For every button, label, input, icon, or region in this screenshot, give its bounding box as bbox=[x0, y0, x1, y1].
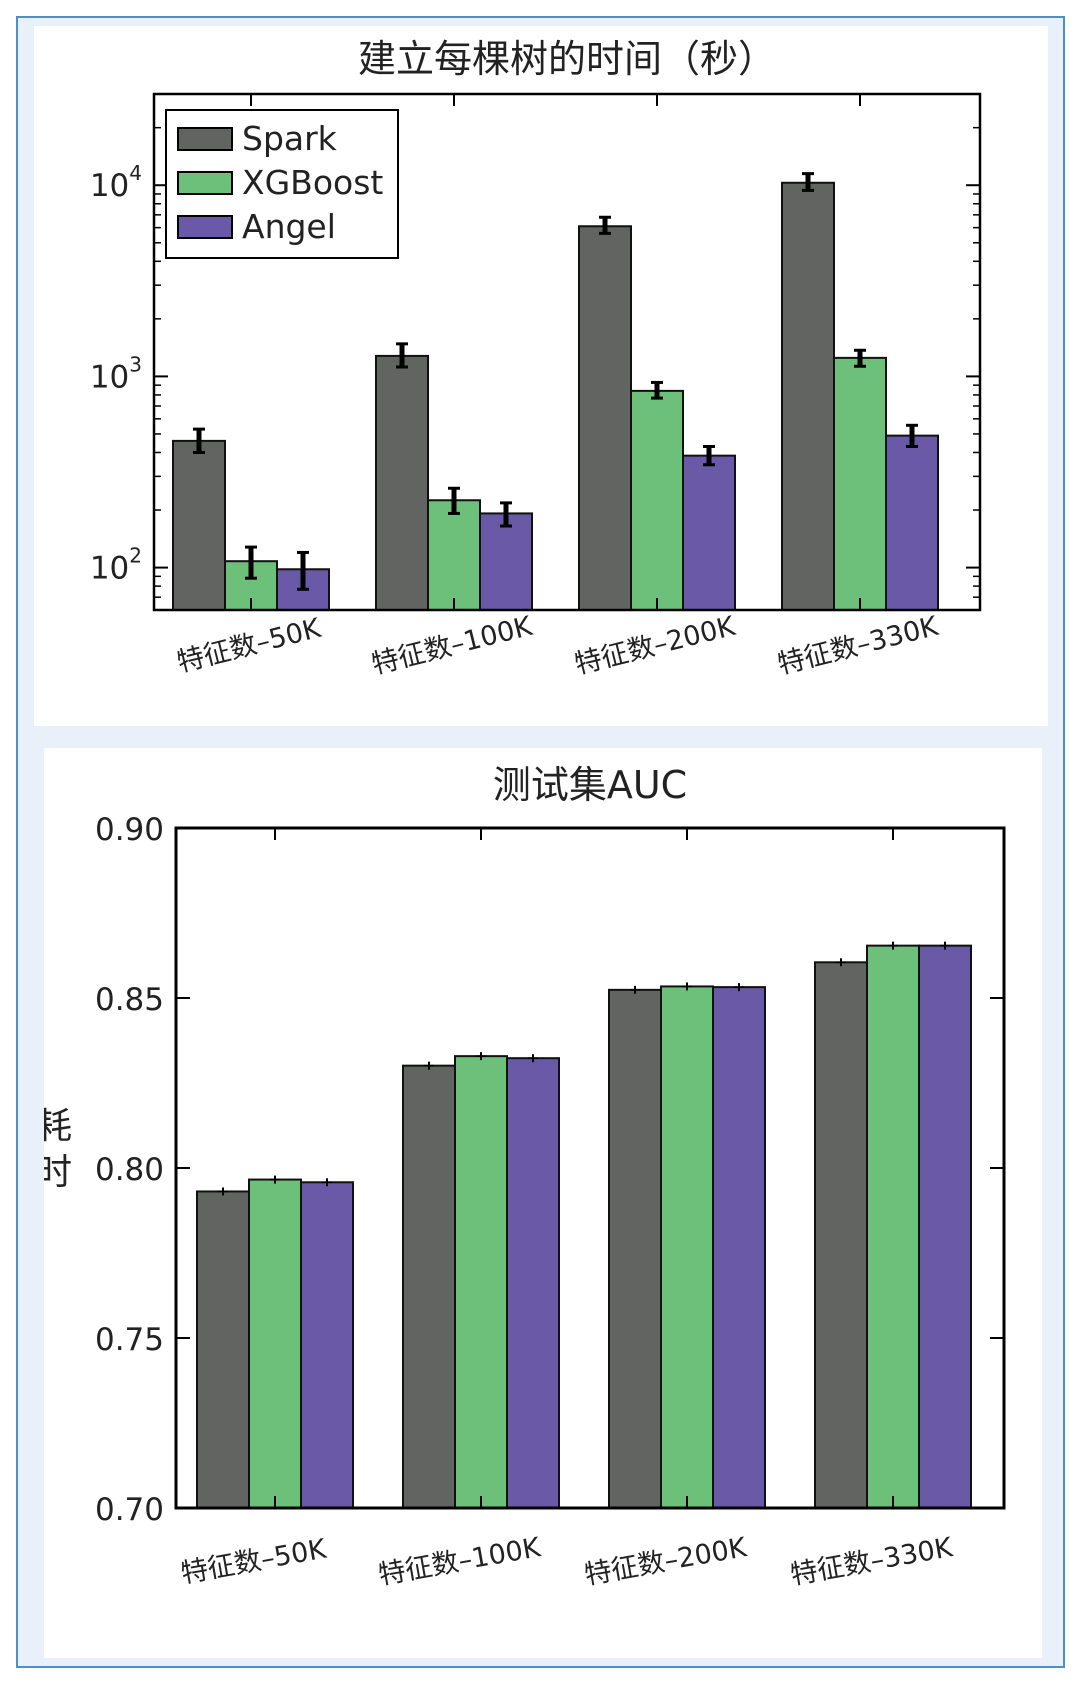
plot-area bbox=[152, 92, 982, 612]
legend-swatch-spark bbox=[177, 127, 233, 151]
y-tick-label-2: 0.80 bbox=[95, 1152, 164, 1188]
legend-swatch-xgboost bbox=[177, 171, 233, 195]
x-category-label-0: 特征数–50K bbox=[174, 613, 325, 679]
x-category-label-2: 特征数–200K bbox=[582, 1532, 750, 1591]
y-tick-exponent-1: 3 bbox=[129, 352, 142, 376]
bar-spark-0 bbox=[172, 439, 226, 612]
bar-spark-1 bbox=[375, 354, 429, 611]
y-axis-label-char-0: 耗 bbox=[44, 1106, 72, 1147]
bar-spark-2 bbox=[578, 225, 632, 611]
bar-xgboost-3 bbox=[833, 356, 887, 611]
bar-angel-3 bbox=[918, 944, 972, 1509]
y-tick-exponent-0: 2 bbox=[129, 544, 142, 568]
x-category-label-0: 特征数–50K bbox=[179, 1533, 330, 1589]
y-tick-base-1: 10 bbox=[90, 359, 129, 395]
x-category-label-1: 特征数–100K bbox=[369, 611, 537, 681]
bar-spark-3 bbox=[781, 181, 835, 611]
y-tick-label-0: 102 bbox=[90, 544, 142, 587]
auc-chart: 测试集AUC 0.70 0.75 0.80 0.85 0.90 特征数–50K 特征数–100… bbox=[36, 763, 1006, 1591]
bar-spark-0 bbox=[196, 1190, 250, 1509]
bar-angel-2 bbox=[682, 454, 736, 611]
bar-angel-1 bbox=[479, 512, 533, 611]
tree-time-chart-panel: 建立每棵树的时间（秒） 102 103 104 特征数–50K 特征数–100K 特征数–2… bbox=[34, 26, 1048, 726]
y-axis-label: 耗时 bbox=[44, 1106, 72, 1193]
bar-angel-3 bbox=[885, 434, 939, 612]
x-category-label-3: 特征数–330K bbox=[788, 1532, 956, 1591]
y-tick-label-2: 104 bbox=[90, 161, 142, 204]
bar-angel-0 bbox=[300, 1181, 354, 1509]
chart-title: 建立每棵树的时间（秒） bbox=[358, 37, 776, 81]
legend-label-angel: Angel bbox=[242, 207, 336, 246]
chart-title: 测试集AUC bbox=[493, 763, 687, 807]
bar-spark-1 bbox=[402, 1064, 456, 1509]
bar-xgboost-3 bbox=[866, 944, 920, 1509]
bar-xgboost-2 bbox=[660, 985, 714, 1509]
y-tick-exponent-2: 4 bbox=[129, 161, 142, 185]
legend-label-xgboost: XGBoost bbox=[242, 163, 383, 202]
y-tick-label-4: 0.90 bbox=[95, 812, 164, 848]
x-category-label-2: 特征数–200K bbox=[572, 611, 740, 681]
x-category-label-1: 特征数–100K bbox=[376, 1532, 544, 1591]
y-tick-base-2: 10 bbox=[90, 168, 129, 204]
bar-xgboost-0 bbox=[248, 1178, 302, 1509]
y-tick-label-0: 0.70 bbox=[95, 1492, 164, 1528]
legend-label-spark: Spark bbox=[242, 119, 338, 158]
legend-swatch-angel bbox=[177, 215, 233, 239]
auc-chart-panel: 测试集AUC 0.70 0.75 0.80 0.85 0.90 特征数–50K 特征数–100… bbox=[36, 748, 1042, 1658]
y-tick-label-1: 0.75 bbox=[95, 1322, 164, 1358]
bar-angel-2 bbox=[712, 986, 766, 1509]
bar-angel-1 bbox=[506, 1057, 560, 1509]
y-axis-label-char-1: 时 bbox=[44, 1152, 72, 1193]
x-category-label-3: 特征数–330K bbox=[775, 611, 943, 681]
y-tick-label-3: 0.85 bbox=[95, 982, 164, 1018]
bar-spark-3 bbox=[814, 961, 868, 1510]
bar-xgboost-1 bbox=[454, 1055, 508, 1509]
y-tick-base-0: 10 bbox=[90, 551, 129, 587]
bar-xgboost-2 bbox=[630, 389, 684, 611]
y-tick-label-1: 103 bbox=[90, 352, 142, 395]
bar-xgboost-1 bbox=[427, 499, 481, 612]
bar-spark-2 bbox=[608, 988, 662, 1509]
